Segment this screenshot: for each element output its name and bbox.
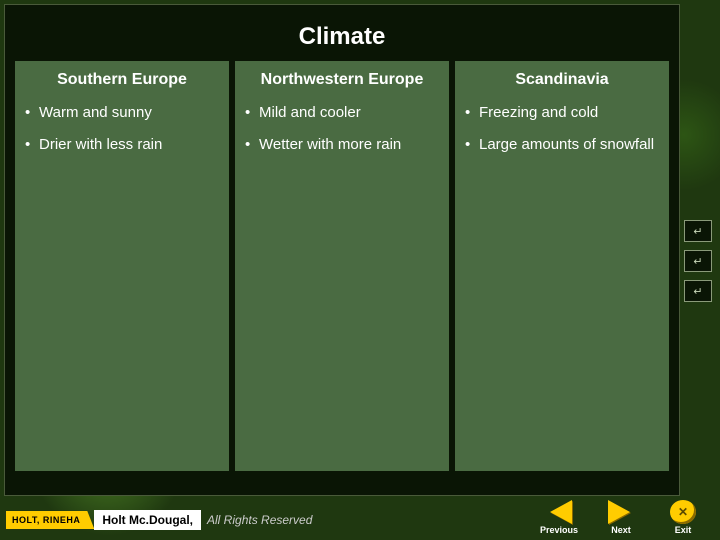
bullet-list: Warm and sunny Drier with less rain <box>25 97 219 160</box>
nav-label: Exit <box>675 525 692 535</box>
close-icon <box>670 500 696 524</box>
list-item: Wetter with more rain <box>245 129 439 161</box>
bullet-list: Freezing and cold Large amounts of snowf… <box>465 97 659 160</box>
column-southern-europe: Southern Europe Warm and sunny Drier wit… <box>15 61 229 471</box>
right-icon-strip: ↵ ↵ ↵ <box>684 220 716 302</box>
column-scandinavia: Scandinavia Freezing and cold Large amou… <box>455 61 669 471</box>
bullet-list: Mild and cooler Wetter with more rain <box>245 97 439 160</box>
return-icon[interactable]: ↵ <box>684 280 712 302</box>
slide-content: Climate Southern Europe Warm and sunny D… <box>4 4 680 496</box>
previous-button[interactable]: Previous <box>530 500 588 538</box>
exit-button[interactable]: Exit <box>654 500 712 538</box>
list-item: Large amounts of snowfall <box>465 129 659 161</box>
column-northwestern-europe: Northwestern Europe Mild and cooler Wett… <box>235 61 449 471</box>
column-heading: Northwestern Europe <box>245 71 439 89</box>
columns-container: Southern Europe Warm and sunny Drier wit… <box>5 61 679 471</box>
arrow-right-icon <box>608 500 634 524</box>
publisher-logo-center: Holt Mc.Dougal, <box>94 510 201 530</box>
list-item: Warm and sunny <box>25 97 219 129</box>
bottom-nav: Previous Next Exit <box>530 500 712 538</box>
nav-label: Previous <box>540 525 578 535</box>
column-heading: Southern Europe <box>25 71 219 89</box>
list-item: Drier with less rain <box>25 129 219 161</box>
rights-text: All Rights Reserved <box>207 513 312 527</box>
footer-bar: HOLT, RINEHA Holt Mc.Dougal, All Rights … <box>0 500 720 540</box>
column-heading: Scandinavia <box>465 71 659 89</box>
return-icon[interactable]: ↵ <box>684 220 712 242</box>
return-icon[interactable]: ↵ <box>684 250 712 272</box>
list-item: Freezing and cold <box>465 97 659 129</box>
list-item: Mild and cooler <box>245 97 439 129</box>
next-button[interactable]: Next <box>592 500 650 538</box>
publisher-logo-left: HOLT, RINEHA <box>6 511 94 529</box>
arrow-left-icon <box>546 500 572 524</box>
nav-label: Next <box>611 525 631 535</box>
slide-title: Climate <box>5 5 679 61</box>
